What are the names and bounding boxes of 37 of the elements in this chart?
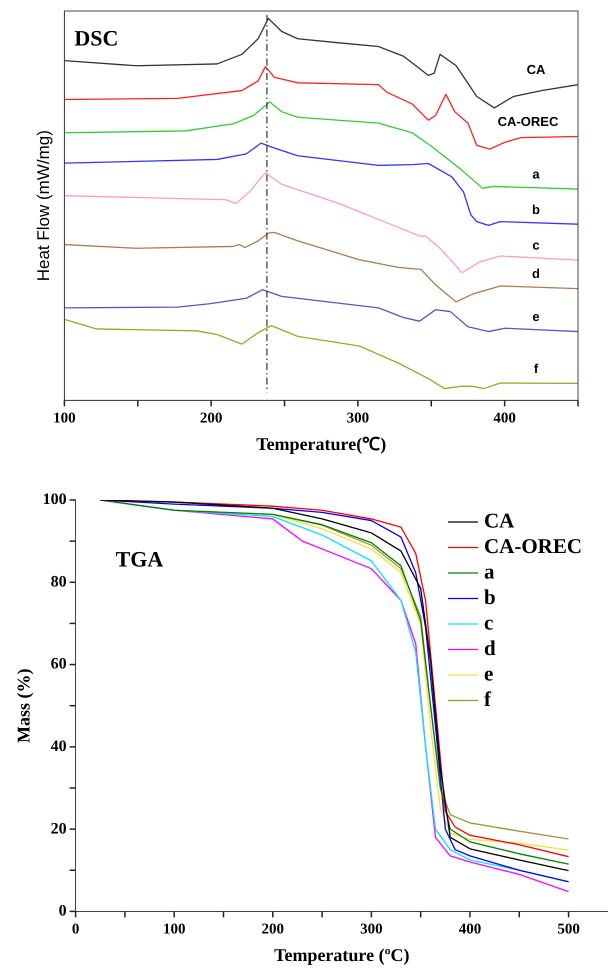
- y-axis-title: Mass (%): [13, 668, 34, 743]
- series-label: f: [534, 360, 539, 376]
- y-tick-label: 40: [50, 738, 67, 755]
- x-tick-label: 300: [346, 410, 370, 426]
- x-tick-label: 200: [262, 921, 284, 938]
- x-axis-title: Temperature (ºC): [274, 944, 410, 965]
- x-tick-label: 100: [162, 921, 186, 938]
- legend-label: d: [484, 636, 496, 660]
- series-label: e: [532, 309, 540, 324]
- y-tick-label: 20: [50, 820, 67, 838]
- legend-label: c: [484, 610, 494, 634]
- x-tick-label: 300: [360, 921, 383, 938]
- x-tick-label: 500: [557, 921, 580, 938]
- legend-label: CA: [484, 508, 516, 532]
- x-tick-label: 400: [458, 921, 482, 938]
- legend-label: CA-OREC: [484, 534, 582, 558]
- text: TGA: [116, 546, 164, 572]
- x-tick-label: 400: [493, 410, 516, 426]
- legend-label: a: [484, 559, 495, 584]
- y-tick-label: 60: [50, 656, 67, 673]
- series-label: c: [532, 238, 540, 253]
- legend-label: f: [484, 686, 492, 711]
- legend-label: b: [484, 584, 496, 609]
- series-label: CA: [526, 62, 546, 78]
- y-tick-label: 0: [58, 902, 67, 920]
- x-axis-title: Temperature(℃): [256, 434, 386, 454]
- legend-label: e: [484, 661, 494, 686]
- series-label: CA-OREC: [498, 114, 559, 130]
- y-axis-title: Heat Flow (mW/mg): [34, 130, 53, 282]
- y-tick-label: 100: [42, 491, 67, 508]
- x-tick-label: 200: [200, 410, 222, 426]
- y-tick-label: 80: [50, 573, 67, 590]
- x-tick-label: 0: [72, 921, 80, 938]
- chart-title: DSC: [74, 26, 118, 51]
- series-label: b: [532, 202, 540, 217]
- series-label: a: [532, 166, 540, 182]
- series-label: d: [532, 266, 540, 282]
